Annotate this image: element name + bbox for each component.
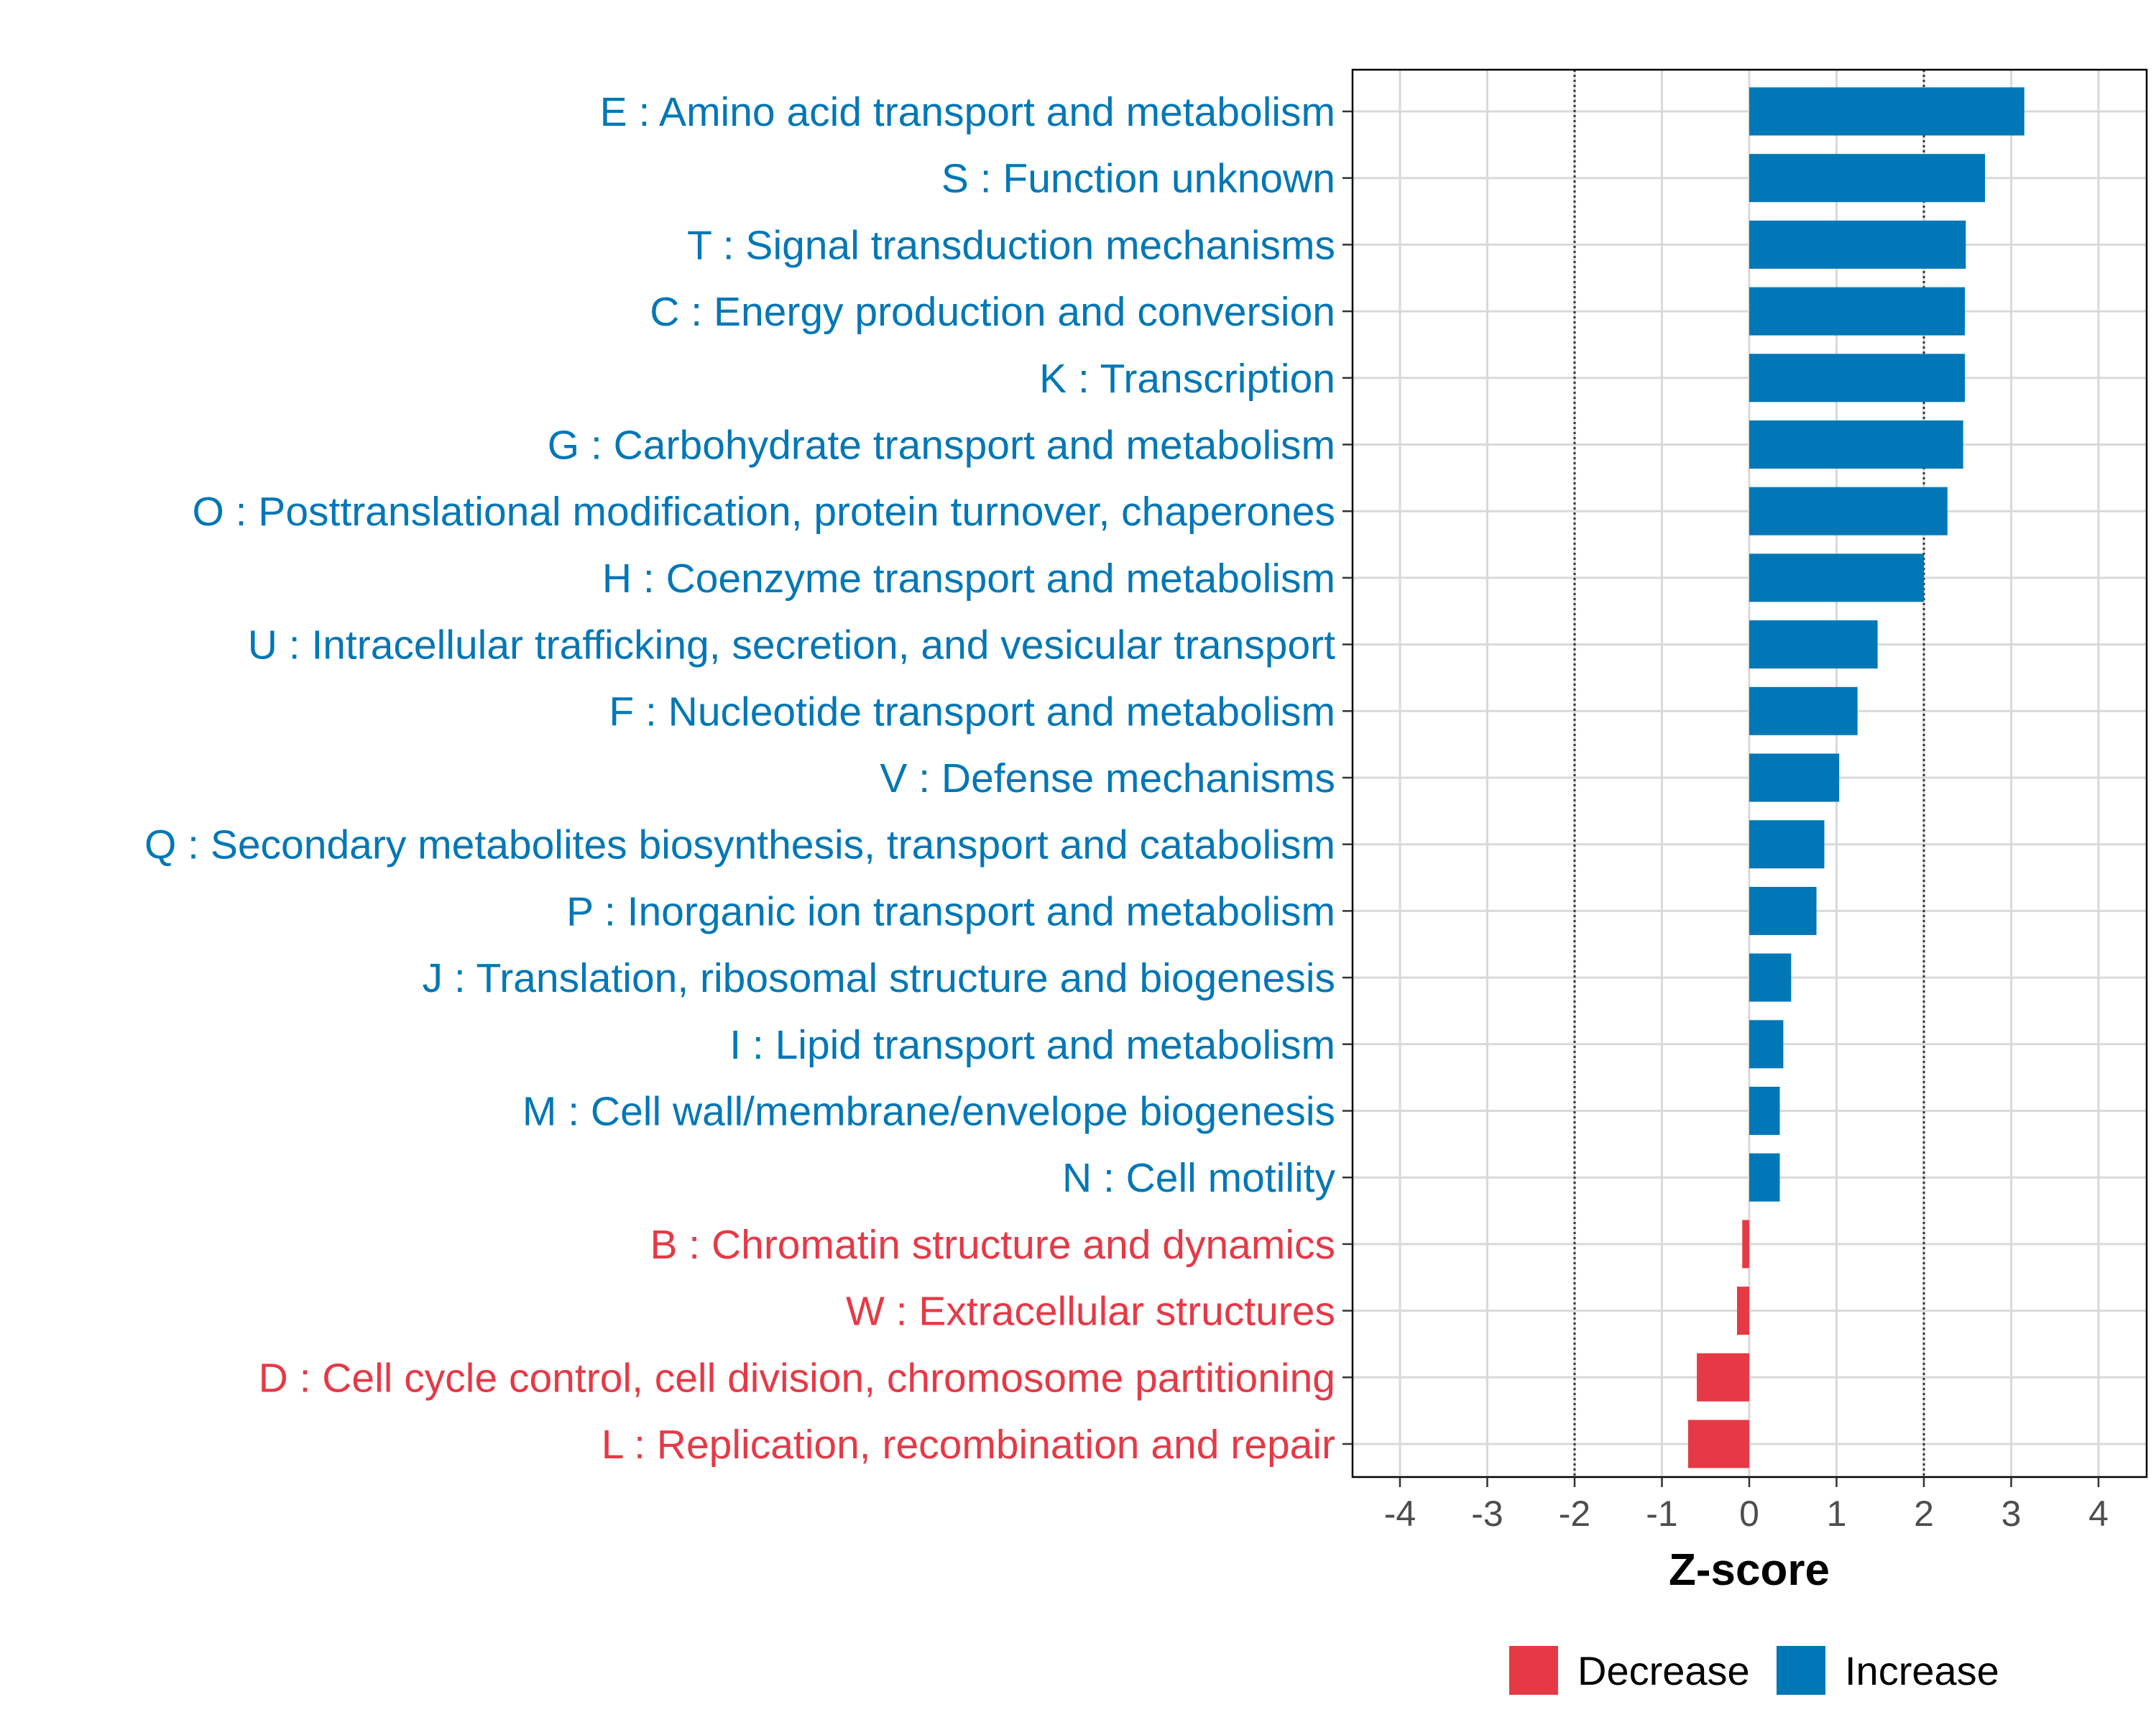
x-tick-label: 1 <box>1827 1494 1847 1534</box>
category-label: P : Inorganic ion transport and metaboli… <box>566 888 1335 934</box>
bar <box>1749 487 1948 535</box>
category-label: V : Defense mechanisms <box>880 755 1335 801</box>
bar <box>1749 820 1825 869</box>
category-label: H : Coenzyme transport and metabolism <box>602 556 1335 602</box>
bar <box>1749 686 1858 735</box>
bar <box>1749 620 1878 669</box>
category-label: G : Carbohydrate transport and metabolis… <box>548 423 1335 469</box>
bars <box>1687 87 2024 1468</box>
category-label: O : Posttranslational modification, prot… <box>192 489 1335 535</box>
threshold-lines <box>1573 70 1925 1477</box>
legend: Decrease Increase <box>1509 1646 1999 1695</box>
x-tick-label: 4 <box>2088 1494 2109 1534</box>
x-tick-label: 3 <box>2001 1494 2022 1534</box>
x-tick-label: -4 <box>1384 1494 1416 1534</box>
y-axis-ticks: E : Amino acid transport and metabolism S… <box>144 89 1353 1468</box>
category-label: U : Intracellular trafficking, secretion… <box>248 622 1335 668</box>
bar <box>1687 1420 1749 1468</box>
bar <box>1749 953 1792 1002</box>
bar <box>1749 553 1924 602</box>
x-axis-title: Z-score <box>1669 1545 1830 1595</box>
category-label: K : Transcription <box>1039 356 1335 402</box>
bar <box>1736 1287 1749 1335</box>
bar <box>1749 1153 1780 1202</box>
bar <box>1749 1087 1780 1135</box>
category-label: Q : Secondary metabolites biosynthesis, … <box>144 822 1335 868</box>
bar <box>1749 753 1840 802</box>
bar <box>1749 154 1986 203</box>
category-label: T : Signal transduction mechanisms <box>687 222 1335 268</box>
category-label: F : Nucleotide transport and metabolism <box>609 689 1335 735</box>
legend-swatch-decrease <box>1509 1646 1558 1695</box>
category-label: E : Amino acid transport and metabolism <box>600 89 1335 135</box>
bar <box>1749 220 1966 269</box>
bar <box>1749 886 1817 935</box>
x-tick-label: -3 <box>1471 1494 1503 1534</box>
bar <box>1749 354 1966 402</box>
x-tick-label: 0 <box>1739 1494 1759 1534</box>
bar <box>1697 1353 1749 1402</box>
x-tick-label: -2 <box>1559 1494 1590 1534</box>
bar <box>1749 1020 1784 1069</box>
category-label: M : Cell wall/membrane/envelope biogenes… <box>522 1089 1335 1135</box>
category-label: W : Extracellular structures <box>846 1289 1335 1335</box>
x-axis-ticks: -4 -3 -2 -1 0 1 2 3 4 <box>1384 1477 2109 1534</box>
category-label: B : Chromatin structure and dynamics <box>650 1222 1335 1268</box>
category-label: N : Cell motility <box>1062 1155 1336 1201</box>
legend-swatch-increase <box>1777 1646 1825 1695</box>
bar <box>1749 420 1963 469</box>
x-tick-label: 2 <box>1914 1494 1934 1534</box>
category-label: D : Cell cycle control, cell division, c… <box>259 1355 1335 1401</box>
category-label: J : Translation, ribosomal structure and… <box>423 955 1335 1001</box>
bar <box>1749 287 1966 336</box>
legend-label-increase: Increase <box>1845 1648 1999 1693</box>
category-label: I : Lipid transport and metabolism <box>729 1022 1335 1068</box>
bar <box>1742 1220 1749 1269</box>
x-tick-label: -1 <box>1646 1494 1677 1534</box>
category-label: C : Energy production and conversion <box>650 289 1335 335</box>
category-label: S : Function unknown <box>941 156 1335 202</box>
category-label: L : Replication, recombination and repai… <box>602 1422 1335 1468</box>
legend-label-decrease: Decrease <box>1577 1648 1750 1693</box>
bar <box>1749 87 2024 136</box>
